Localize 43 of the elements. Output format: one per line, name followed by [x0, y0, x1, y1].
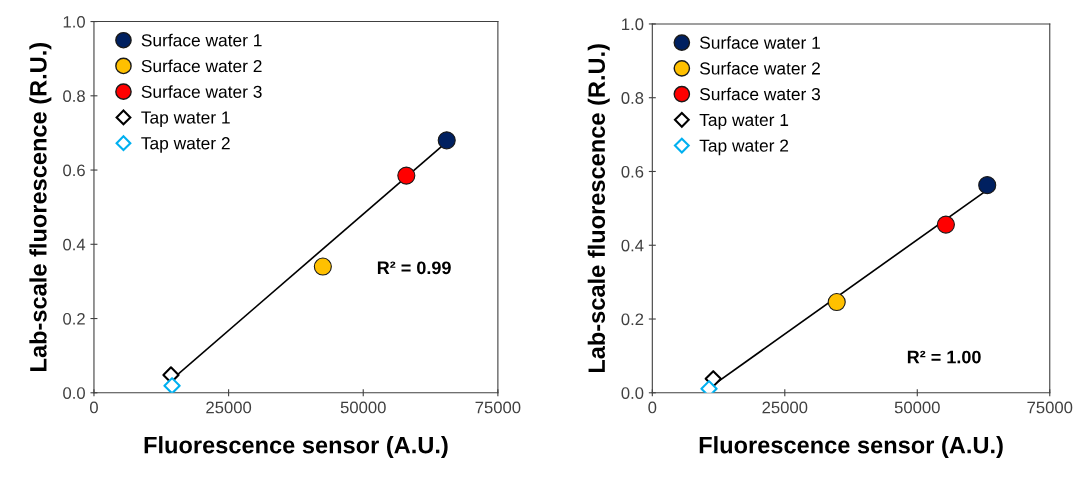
x-axis-title: Fluorescence sensor (A.U.) [699, 436, 1003, 459]
y-tick-label: 0.2 [63, 312, 85, 325]
y-tick-label: 0.0 [63, 387, 85, 399]
legend-label: Tap water 2 [141, 137, 230, 153]
legend-label: Surface water 2 [699, 61, 820, 75]
y-tick-label: 0.4 [621, 239, 644, 252]
y-tick-label: 0.4 [63, 238, 86, 251]
x-tick-label: 25000 [206, 401, 252, 414]
y-tick-label: 1.0 [63, 15, 85, 28]
legend-label: Tap water 1 [141, 111, 230, 128]
point [313, 257, 332, 276]
x-tick-label: 75000 [1027, 401, 1073, 414]
point [978, 176, 997, 195]
legend-label: Tap water 2 [699, 139, 789, 156]
legend-label: Surface water 3 [699, 87, 821, 101]
point [437, 131, 456, 150]
y-tick-label: 0.8 [63, 90, 85, 102]
legend-label: Surface water 2 [141, 59, 262, 73]
y-tick-label: 0.6 [621, 165, 644, 178]
legend-label: Surface water 1 [699, 36, 820, 49]
legend-label: Surface water 3 [141, 85, 262, 98]
x-tick-label: 50000 [340, 401, 386, 414]
point [936, 215, 955, 234]
annotation: R² = 1.00 [907, 350, 981, 364]
legend-label: Surface water 1 [141, 33, 262, 47]
y-tick-label: 0.0 [621, 387, 644, 399]
point [827, 292, 846, 312]
y-tick-label: 0.8 [621, 92, 644, 104]
y-axis-title: Lab-scale fluorescence (R.U.) [29, 43, 52, 371]
x-tick-label: 25000 [762, 401, 808, 414]
x-tick-label: 50000 [894, 401, 940, 414]
point [163, 377, 181, 393]
y-axis-title: Lab-scale fluorescence (R.U.) [587, 44, 610, 373]
legend-label: Tap water 1 [699, 113, 789, 130]
y-tick-label: 1.0 [622, 18, 644, 31]
y-tick-label: 0.6 [63, 164, 85, 177]
point [397, 166, 416, 185]
y-tick-label: 0.2 [621, 313, 644, 326]
annotation: R² = 0.99 [377, 261, 451, 275]
x-tick-label: 0 [89, 401, 98, 414]
x-tick-label: 0 [648, 401, 657, 414]
x-axis-title: Fluorescence sensor (A.U.) [144, 436, 448, 459]
x-tick-label: 75000 [475, 401, 521, 414]
